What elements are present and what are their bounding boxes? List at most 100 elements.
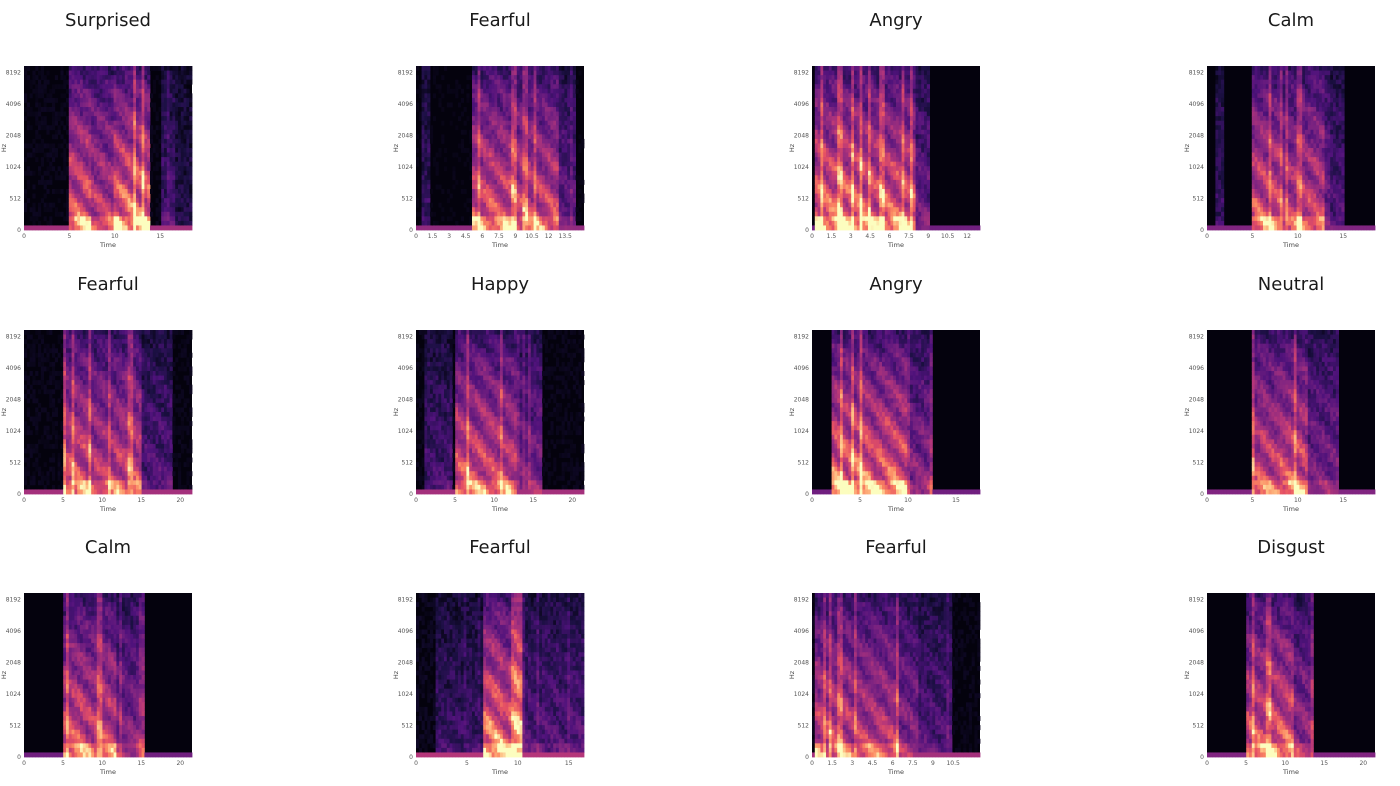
heat-cell — [511, 207, 515, 213]
heat-cell — [876, 66, 880, 71]
heat-cell — [152, 107, 156, 112]
heat-cell — [119, 93, 123, 99]
heat-cell — [834, 166, 838, 172]
heat-cell — [558, 152, 562, 158]
heat-cell — [1218, 97, 1222, 103]
heat-cell — [514, 125, 518, 131]
heat-cell — [564, 70, 568, 76]
heat-cell — [879, 179, 883, 185]
heat-cell — [511, 138, 515, 144]
heat-cell — [497, 211, 501, 217]
heat-cell — [556, 157, 560, 163]
heat-cell — [119, 143, 123, 149]
heat-cell — [463, 161, 467, 167]
heat-cell — [94, 66, 98, 71]
heat-cell — [147, 179, 151, 185]
heat-cell — [178, 175, 182, 181]
heat-cell — [1215, 184, 1219, 190]
heat-cell — [924, 84, 928, 90]
heat-cell — [477, 220, 481, 226]
heat-cell — [119, 102, 123, 108]
heat-cell — [71, 107, 75, 112]
heat-cell — [814, 116, 818, 122]
heat-cell — [536, 93, 540, 99]
heat-cell — [511, 111, 515, 117]
heat-cell — [472, 88, 476, 94]
heat-cell — [175, 111, 179, 117]
heat-cell — [105, 161, 109, 167]
heat-cell — [138, 152, 142, 158]
heat-cell — [54, 211, 58, 217]
heat-cell — [116, 148, 120, 153]
heat-cell — [124, 70, 128, 76]
heat-cell — [553, 66, 557, 71]
heat-cell — [43, 152, 47, 158]
heat-cell — [514, 84, 518, 90]
heat-cell — [416, 202, 420, 208]
heat-cell — [147, 193, 151, 199]
heat-cell — [876, 166, 880, 172]
heat-cell — [868, 129, 872, 135]
heat-cell — [842, 207, 846, 213]
heat-cell — [54, 152, 58, 158]
heat-cell — [186, 179, 190, 185]
heat-cell — [887, 97, 891, 103]
heat-cell — [904, 179, 908, 185]
heat-cell — [823, 129, 827, 135]
heat-cell — [893, 184, 897, 190]
heat-cell — [898, 125, 902, 131]
heat-cell — [907, 134, 911, 140]
heat-cell — [542, 175, 546, 181]
heat-cell — [536, 189, 540, 194]
heat-cell — [91, 184, 95, 190]
heat-cell — [519, 216, 523, 222]
heat-cell — [572, 170, 576, 176]
heat-cell — [147, 84, 151, 90]
heat-cell — [99, 97, 103, 103]
heat-cell — [74, 211, 78, 217]
y-tick-label: 512 — [10, 195, 22, 202]
heat-cell — [102, 216, 106, 222]
heat-cell — [122, 143, 126, 149]
heat-cell — [570, 138, 574, 144]
heat-cell — [96, 88, 100, 94]
heat-cell — [851, 111, 855, 117]
heat-cell — [882, 125, 886, 131]
heat-cell — [486, 107, 490, 112]
heat-cell — [424, 88, 428, 94]
y-axis-label: Hz — [0, 143, 8, 152]
heat-cell — [547, 97, 551, 103]
heat-cell — [94, 211, 98, 217]
heat-cell — [814, 75, 818, 81]
heat-cell — [564, 79, 568, 85]
heat-cell — [29, 84, 33, 90]
heat-cell — [491, 70, 495, 76]
heat-cell — [851, 198, 855, 204]
heat-cell — [840, 97, 844, 103]
heat-cell — [553, 189, 557, 194]
heat-cell — [164, 66, 168, 71]
heat-cell — [823, 161, 827, 167]
heat-cell — [814, 216, 818, 222]
heat-cell — [556, 202, 560, 208]
heat-cell — [421, 148, 425, 153]
heat-cell — [474, 148, 478, 153]
heat-cell — [921, 97, 925, 103]
heat-cell — [865, 111, 869, 117]
heat-cell — [511, 102, 515, 108]
heat-cell — [488, 111, 492, 117]
heat-cell — [550, 161, 554, 167]
heat-cell — [477, 179, 481, 185]
heat-cell — [494, 207, 498, 213]
heat-cell — [150, 125, 154, 131]
heat-cell — [848, 107, 852, 112]
heat-cell — [848, 70, 852, 76]
heat-cell — [138, 111, 142, 117]
heat-cell — [130, 184, 134, 190]
heat-cell — [178, 157, 182, 163]
heat-cell — [474, 84, 478, 90]
heat-cell — [127, 211, 131, 217]
heat-cell — [511, 107, 515, 112]
heat-cell — [817, 161, 821, 167]
heat-cell — [74, 93, 78, 99]
